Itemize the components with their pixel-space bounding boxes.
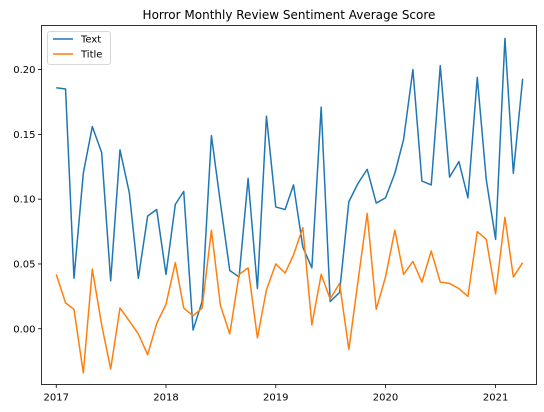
series-line-text [56, 37, 524, 331]
x-tick-label: 2018 [153, 393, 178, 404]
y-tick-label: 0.10 [13, 195, 35, 206]
chart-title: Horror Monthly Review Sentiment Average … [143, 8, 436, 22]
x-axis: 2017 2018 2019 2020 2021 [44, 384, 508, 404]
plot-marks [55, 37, 524, 374]
x-tick-label: 2021 [483, 393, 508, 404]
y-tick-label: 0.00 [13, 324, 35, 335]
legend-label-title: Title [80, 50, 102, 61]
plot-frame [41, 25, 537, 385]
legend: Text Title [47, 31, 111, 65]
series-line-title [55, 212, 524, 374]
y-axis: 0.00 0.05 0.10 0.15 0.20 [13, 65, 42, 335]
x-tick-label: 2020 [373, 393, 398, 404]
y-tick-label: 0.20 [13, 65, 35, 76]
legend-label-text: Text [80, 35, 101, 46]
y-tick-label: 0.15 [13, 130, 35, 141]
y-tick-label: 0.05 [13, 259, 35, 270]
x-tick-label: 2017 [44, 393, 69, 404]
x-tick-label: 2019 [263, 393, 288, 404]
